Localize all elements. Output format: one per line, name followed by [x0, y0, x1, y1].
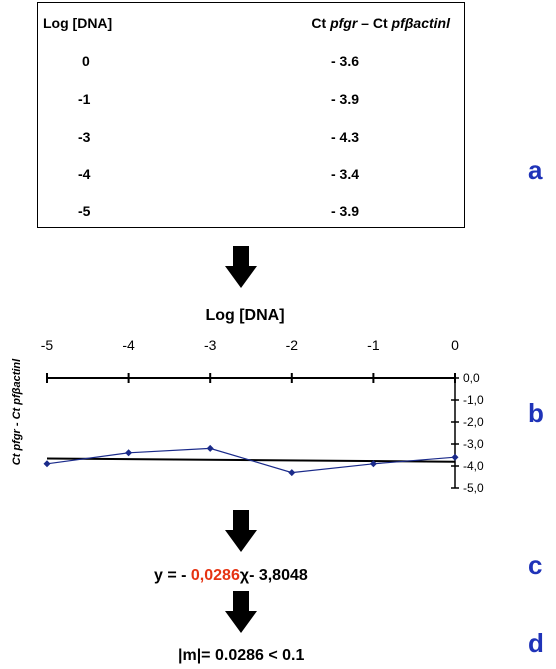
x-tick-label: -5	[41, 337, 54, 353]
table-cell-log: -3	[78, 129, 91, 145]
down-arrow-icon	[225, 246, 257, 288]
data-point	[369, 460, 377, 468]
table-header-log-dna: Log [DNA]	[43, 15, 113, 31]
x-tick-label: -1	[367, 337, 380, 353]
slope-comparison: |m|= 0.0286 < 0.1	[178, 647, 305, 664]
y-tick-label: 0,0	[463, 371, 480, 385]
y-tick-label: -3,0	[463, 437, 484, 451]
data-point	[451, 453, 459, 461]
table-cell-value: - 3.9	[331, 91, 360, 107]
x-tick-label: -3	[204, 337, 217, 353]
table-cell-value: - 3.4	[331, 166, 360, 182]
table-cell-log: -5	[78, 203, 91, 219]
panel-label-d: d	[528, 628, 544, 658]
data-point	[43, 460, 51, 468]
panel-label-c: c	[528, 550, 543, 580]
down-arrow-icon	[225, 510, 257, 552]
data-point	[288, 469, 296, 477]
y-tick-label: -4,0	[463, 459, 484, 473]
table-cell-log: -1	[78, 91, 91, 107]
table-cell-value: - 3.9	[331, 203, 360, 219]
chart-title: Log [DNA]	[205, 307, 284, 324]
table-cell-value: - 4.3	[331, 129, 360, 145]
chart-plot-area: -5 -4 -3 -2 -1 0 0,0 -1,0 -2,0 -3,0 -4,0 -5,0	[41, 337, 484, 495]
table-cell-log: 0	[82, 53, 90, 69]
slope-value: 0,0286	[190, 567, 240, 584]
panel-label-b: b	[528, 398, 544, 428]
data-point	[125, 449, 133, 457]
table-header-ct-difference: Ct pfgr – Ct pfβactinl	[311, 15, 450, 31]
table-cell-log: -4	[78, 166, 91, 182]
y-tick-label: -2,0	[463, 415, 484, 429]
y-axis-label: Ct pfgr - Ct pfβactinl	[11, 358, 23, 465]
series-line	[46, 447, 456, 474]
panel-label-a: a	[528, 155, 543, 185]
line-chart: Log [DNA] Ct pfgr - Ct pfβactinl -5 -4 -3-…	[11, 307, 484, 495]
data-point	[206, 444, 214, 452]
x-tick-label: -4	[122, 337, 135, 353]
regression-equation: y = - 0,0286χ- 3,8048	[154, 567, 308, 584]
table-cell-value: - 3.6	[331, 53, 360, 69]
y-tick-label: -1,0	[463, 393, 484, 407]
x-tick-label: -2	[286, 337, 299, 353]
down-arrow-icon	[225, 591, 257, 633]
data-table: Log [DNA] Ct pfgr – Ct pfβactinl 0 - 3.6…	[37, 2, 465, 228]
x-tick-label: 0	[451, 337, 459, 353]
y-tick-label: -5,0	[463, 481, 484, 495]
